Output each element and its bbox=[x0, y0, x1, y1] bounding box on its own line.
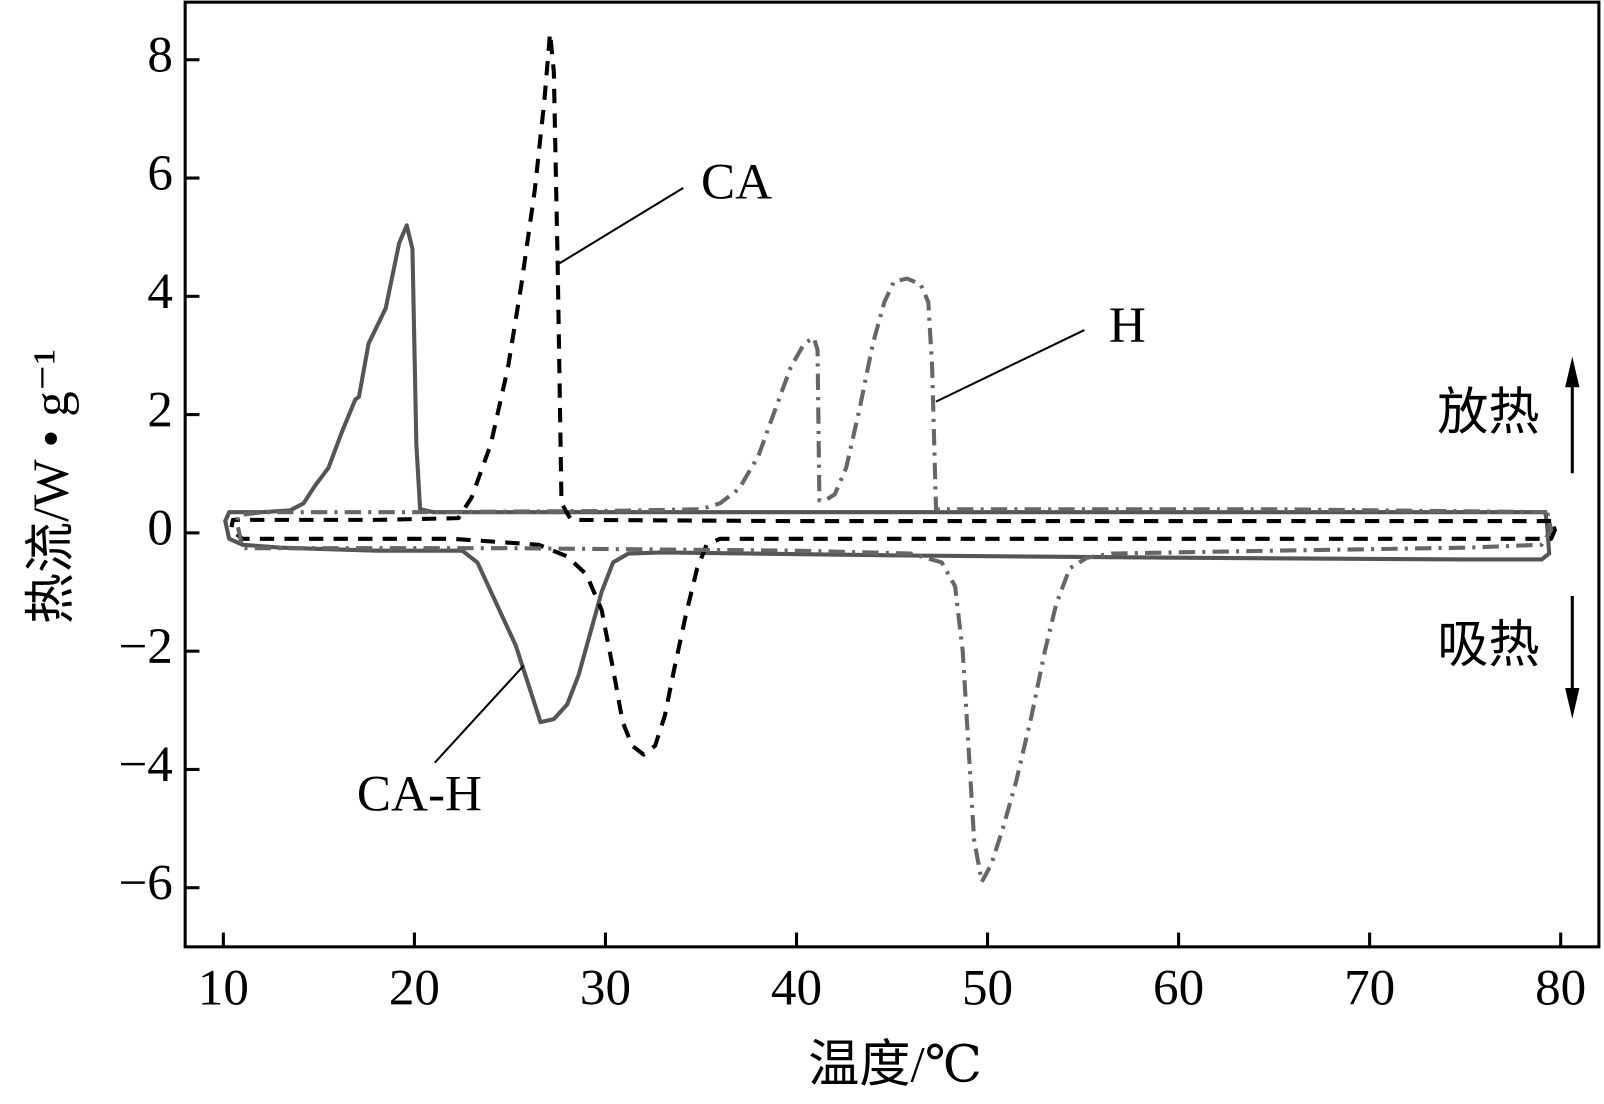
y-tick-label: 0 bbox=[147, 500, 173, 557]
series-label: CA-H bbox=[357, 765, 482, 822]
series-line bbox=[234, 276, 1554, 884]
y-tick-label: −4 bbox=[118, 736, 172, 793]
x-tick-label: 10 bbox=[198, 960, 249, 1017]
x-tick-label: 40 bbox=[771, 960, 822, 1017]
series-label: H bbox=[1109, 297, 1146, 354]
x-tick-label: 30 bbox=[580, 960, 631, 1017]
leader-line bbox=[434, 664, 525, 764]
annotation: 吸热 bbox=[1437, 617, 1539, 674]
x-tick-label: 50 bbox=[962, 960, 1013, 1017]
y-tick-label: 6 bbox=[147, 145, 173, 202]
leader-line bbox=[935, 329, 1085, 403]
x-tick-label: 60 bbox=[1153, 960, 1204, 1017]
y-tick-label: −6 bbox=[118, 854, 172, 911]
arrow-head bbox=[1565, 356, 1580, 388]
y-tick-label: 4 bbox=[147, 263, 173, 320]
y-tick-label: 8 bbox=[147, 26, 173, 83]
arrows bbox=[1565, 356, 1580, 719]
x-tick-label: 20 bbox=[389, 960, 440, 1017]
y-tick-label: 2 bbox=[147, 381, 173, 438]
x-tick-label: 70 bbox=[1344, 960, 1395, 1017]
x-tick-label: 80 bbox=[1535, 960, 1586, 1017]
series-line bbox=[223, 223, 1552, 725]
plot-frame bbox=[183, 0, 1601, 949]
y-tick-label: −2 bbox=[118, 618, 172, 675]
series-line bbox=[228, 31, 1557, 757]
y-axis-label: 热流/W • g⁻¹ bbox=[23, 349, 80, 624]
arrow-head bbox=[1565, 688, 1580, 719]
leader-line bbox=[556, 186, 684, 266]
annotation: 放热 bbox=[1437, 385, 1539, 442]
series-label: CA bbox=[701, 154, 772, 211]
x-axis-label: 温度/℃ bbox=[808, 1036, 982, 1093]
